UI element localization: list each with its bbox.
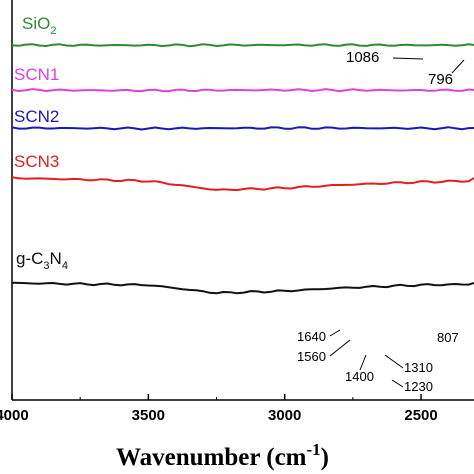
series-line-4: [11, 281, 474, 295]
peak-label-1086: 1086: [346, 49, 379, 66]
peak-label-807: 807: [437, 330, 459, 345]
series-line-0: [11, 43, 474, 48]
series-layer: [11, 43, 474, 295]
peak-arrow-1230: [391, 379, 404, 388]
series-line-1: [11, 88, 474, 93]
peak-arrow-796: [451, 59, 465, 74]
peak-arrow-1086: [392, 57, 424, 60]
peak-arrow-1400: [359, 354, 367, 371]
series-line-2: [11, 126, 474, 131]
peak-arrow-1640: [329, 329, 341, 337]
x-tick-label-3: 2500: [404, 407, 437, 424]
x-tick-label-0: 4000: [0, 407, 29, 424]
peak-arrow-1310: [384, 354, 404, 369]
peak-label-1310: 1310: [404, 360, 433, 375]
series-label-scn1: SCN1: [14, 65, 59, 84]
series-label-sio2: SiO2: [22, 14, 56, 37]
series-line-3: [11, 176, 474, 192]
series-label-scn3: SCN3: [14, 152, 59, 171]
peak-label-1560: 1560: [297, 349, 326, 364]
x-tick-label-2: 3000: [268, 407, 301, 424]
x-tick-label-1: 3500: [132, 407, 165, 424]
peak-label-796: 796: [428, 71, 453, 88]
peak-arrow-1560: [329, 339, 351, 357]
peak-label-1230: 1230: [404, 379, 433, 394]
x-axis-title: Wavenumber (cm-1): [116, 440, 329, 471]
peak-label-1400: 1400: [345, 369, 374, 384]
series-label-scn2: SCN2: [14, 107, 59, 126]
series-label-gc3n4: g-C3N4: [16, 249, 68, 272]
peak-label-1640: 1640: [297, 329, 326, 344]
x-axis-ticks: 4000350030002500200015001000: [0, 394, 438, 424]
